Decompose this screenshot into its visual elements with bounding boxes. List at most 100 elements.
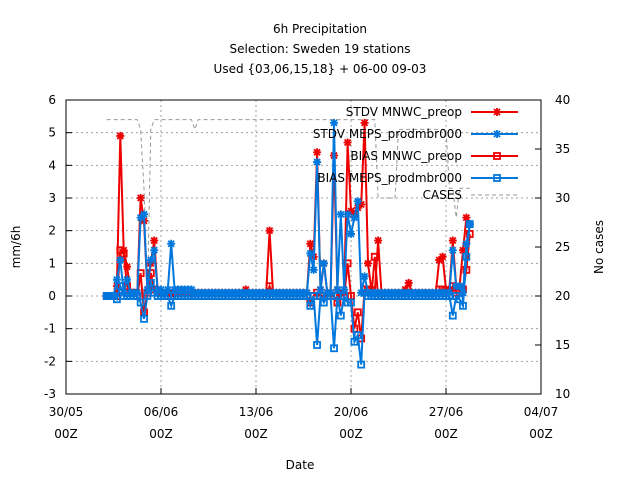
data-point [306, 249, 315, 258]
x-tick-label-date: 27/06 [429, 405, 464, 419]
data-point [350, 213, 359, 222]
legend-marker [493, 174, 501, 182]
data-point [343, 210, 352, 219]
data-point [302, 288, 311, 297]
data-point [313, 148, 322, 157]
y-tick-label: -1 [44, 322, 56, 336]
series-line [106, 119, 470, 297]
data-point [357, 200, 366, 209]
plot-frame-rect [65, 99, 542, 395]
data-point [157, 285, 165, 294]
data-point [313, 158, 322, 167]
legend-marker [493, 108, 501, 116]
y2-tick-label: 40 [555, 93, 570, 107]
data-point [404, 278, 413, 287]
data-point [343, 138, 352, 147]
legend-entry-stdv-mnwc-preop: STDV MNWC_preop [346, 105, 518, 119]
data-point [163, 285, 172, 294]
data-point [340, 285, 349, 294]
data-point [140, 314, 148, 323]
y-tick-label: 5 [48, 126, 56, 140]
legend-label: BIAS MNWC_preop [350, 149, 462, 163]
chart-titles: 6h Precipitation Selection: Sweden 19 sta… [214, 22, 427, 76]
data-point [136, 213, 145, 222]
data-point [316, 285, 325, 294]
y2-axis-ticks: 10 15 20 25 30 35 40 [535, 93, 570, 401]
data-point [360, 118, 369, 127]
data-point [143, 285, 152, 294]
data-point [326, 288, 335, 297]
data-point [313, 341, 321, 349]
legend: STDV MNWC_preop STDV MEPS_prodmbr000 BIAS … [313, 105, 518, 202]
data-point [347, 229, 355, 238]
data-point [133, 288, 142, 297]
legend-entry-bias-meps-prodmbr000: BIAS MEPS_prodmbr000 [317, 171, 518, 185]
data-point [458, 288, 467, 297]
x-tick-label-date: 20/06 [334, 405, 369, 419]
x-tick-label-date: 30/05 [49, 405, 84, 419]
data-point [123, 262, 132, 271]
axis-labels: Date mm/6h No cases [9, 220, 606, 472]
y-axis-ticks: -3 -2 -1 0 1 2 3 4 5 6 [44, 93, 72, 401]
data-point [459, 301, 467, 310]
y2-axis-label: No cases [592, 220, 606, 274]
y-axis-label: mm/6h [9, 226, 23, 269]
legend-entry-cases: CASES [423, 188, 518, 202]
data-point [167, 301, 176, 310]
data-point [360, 272, 369, 281]
data-point [119, 246, 128, 255]
data-point [160, 288, 169, 297]
data-point [445, 288, 454, 297]
data-point [363, 259, 372, 268]
data-point [109, 292, 118, 300]
legend-label: CASES [423, 188, 462, 202]
grid [65, 99, 542, 395]
data-point [150, 236, 159, 245]
legend-label: STDV MEPS_prodmbr000 [313, 127, 462, 141]
data-point [448, 246, 457, 255]
data-point [347, 298, 355, 307]
x-tick-label-date: 06/06 [144, 405, 179, 419]
data-point [167, 239, 176, 248]
data-point [353, 308, 362, 317]
data-point [438, 252, 447, 261]
data-point [448, 311, 457, 320]
data-point [112, 275, 121, 284]
plot-frame [65, 99, 542, 395]
data-point [448, 236, 457, 245]
x-tick-label-hour: 00Z [339, 427, 363, 441]
data-point [309, 265, 318, 274]
data-point [374, 236, 383, 245]
y2-tick-label: 25 [555, 240, 570, 254]
data-point [435, 256, 444, 265]
data-point [330, 344, 338, 353]
chart-title-line-3: Used {03,06,15,18} + 06-00 09-03 [214, 62, 427, 76]
data-point [119, 288, 128, 297]
x-axis-label: Date [286, 458, 315, 472]
data-point [465, 220, 474, 229]
data-point [336, 311, 345, 320]
data-point [136, 194, 145, 202]
data-point [319, 259, 328, 268]
data-point [187, 285, 196, 294]
series-cases [106, 119, 470, 297]
legend-label: STDV MNWC_preop [346, 105, 462, 119]
data-point [306, 301, 315, 310]
series-stdv-meps-prodmbr000 [102, 118, 474, 300]
series-group [102, 118, 474, 369]
data-point [146, 256, 155, 265]
data-point [116, 256, 125, 265]
legend-marker [493, 152, 501, 160]
y-tick-label: 4 [48, 158, 56, 172]
data-point [455, 282, 464, 291]
x-tick-label-date: 13/06 [239, 405, 274, 419]
data-point [357, 360, 366, 369]
data-point [116, 131, 125, 140]
chart-title-line-1: 6h Precipitation [273, 22, 367, 36]
y-tick-label: -2 [44, 354, 56, 368]
x-tick-label-hour: 00Z [54, 427, 78, 441]
data-point [150, 246, 159, 255]
y2-tick-label: 30 [555, 191, 570, 205]
